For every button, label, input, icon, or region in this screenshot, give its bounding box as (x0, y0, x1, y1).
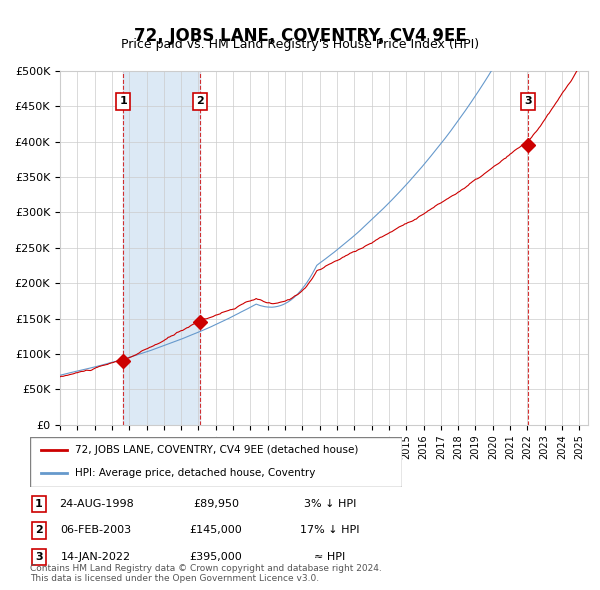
Text: 3% ↓ HPI: 3% ↓ HPI (304, 499, 356, 509)
Text: 72, JOBS LANE, COVENTRY, CV4 9EE (detached house): 72, JOBS LANE, COVENTRY, CV4 9EE (detach… (74, 445, 358, 455)
Text: Price paid vs. HM Land Registry's House Price Index (HPI): Price paid vs. HM Land Registry's House … (121, 38, 479, 51)
Text: ≈ HPI: ≈ HPI (314, 552, 346, 562)
Text: 2: 2 (35, 526, 43, 535)
Text: 17% ↓ HPI: 17% ↓ HPI (300, 526, 360, 535)
Text: 14-JAN-2022: 14-JAN-2022 (61, 552, 131, 562)
Text: £89,950: £89,950 (193, 499, 239, 509)
Text: 3: 3 (524, 96, 532, 106)
Bar (123, 71, 200, 425)
Text: 06-FEB-2003: 06-FEB-2003 (61, 526, 131, 535)
Text: HPI: Average price, detached house, Coventry: HPI: Average price, detached house, Cove… (74, 468, 315, 478)
Text: 1: 1 (35, 499, 43, 509)
FancyBboxPatch shape (30, 437, 402, 487)
Text: £395,000: £395,000 (190, 552, 242, 562)
Text: Contains HM Land Registry data © Crown copyright and database right 2024.
This d: Contains HM Land Registry data © Crown c… (30, 563, 382, 583)
Text: £145,000: £145,000 (190, 526, 242, 535)
Text: 72, JOBS LANE, COVENTRY, CV4 9EE: 72, JOBS LANE, COVENTRY, CV4 9EE (134, 27, 466, 45)
Text: 24-AUG-1998: 24-AUG-1998 (59, 499, 133, 509)
Text: 2: 2 (196, 96, 204, 106)
Text: 3: 3 (35, 552, 43, 562)
Text: 1: 1 (119, 96, 127, 106)
